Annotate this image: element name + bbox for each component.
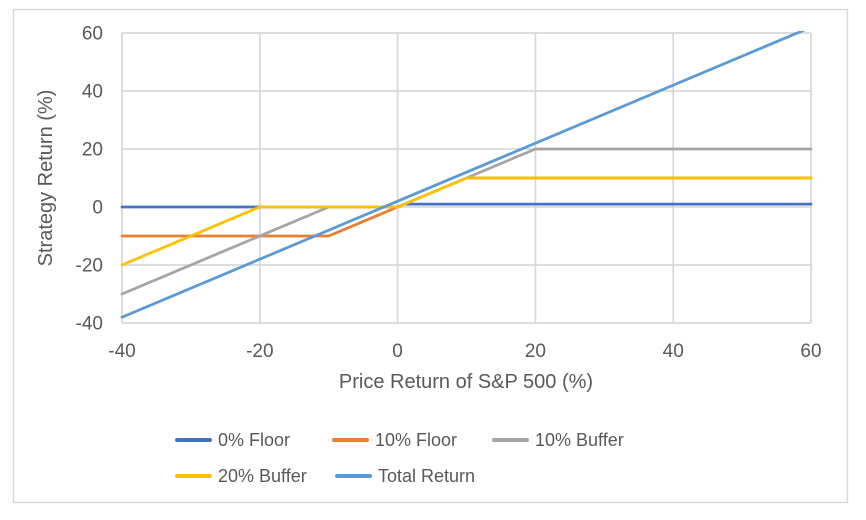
legend-line-swatch-icon [332,438,369,442]
y-axis-title: Strategy Return (%) [35,90,57,267]
legend-label: 10% Buffer [535,430,624,450]
legend-item-10-buffer: 10% Buffer [492,429,624,451]
x-tick-label: 20 [525,341,546,362]
legend-line-swatch-icon [492,438,529,442]
legend-line-swatch-icon [175,474,212,478]
series-line-total-return [120,31,806,319]
x-tick-label: -40 [108,341,135,362]
legend-label: 10% Floor [375,430,458,450]
x-tick-label: 60 [800,341,821,362]
legend-line-swatch-icon [335,474,372,478]
x-tick-label: 0 [392,341,403,362]
series-line-20-buffer [120,176,813,267]
y-tick-label: 60 [82,24,103,45]
x-axis-title: Price Return of S&P 500 (%) [339,371,593,393]
legend-item-0-floor: 0% Floor [175,429,290,451]
chart-border [12,8,849,504]
y-tick-label: 0 [92,198,103,219]
y-tick-label: 20 [82,140,103,161]
y-tick-label: -20 [76,256,103,277]
legend-label: 20% Buffer [218,466,307,486]
legend-item-20-buffer: 20% Buffer [175,465,307,487]
legend-label: Total Return [378,466,476,486]
y-axis-tick-labels: -40 -20 0 20 40 60 [76,24,103,335]
legend-item-total-return: Total Return [335,465,475,487]
y-tick-label: 40 [82,82,103,103]
y-tick-label: -40 [76,314,103,335]
x-tick-label: 40 [663,341,684,362]
x-tick-label: -20 [246,341,273,362]
legend-item-10-floor: 10% Floor [332,429,457,451]
series-lines [120,31,813,319]
x-axis-tick-labels: -40 -20 0 20 40 60 [108,341,821,362]
legend-label: 0% Floor [218,430,291,450]
legend-line-swatch-icon [175,438,212,442]
